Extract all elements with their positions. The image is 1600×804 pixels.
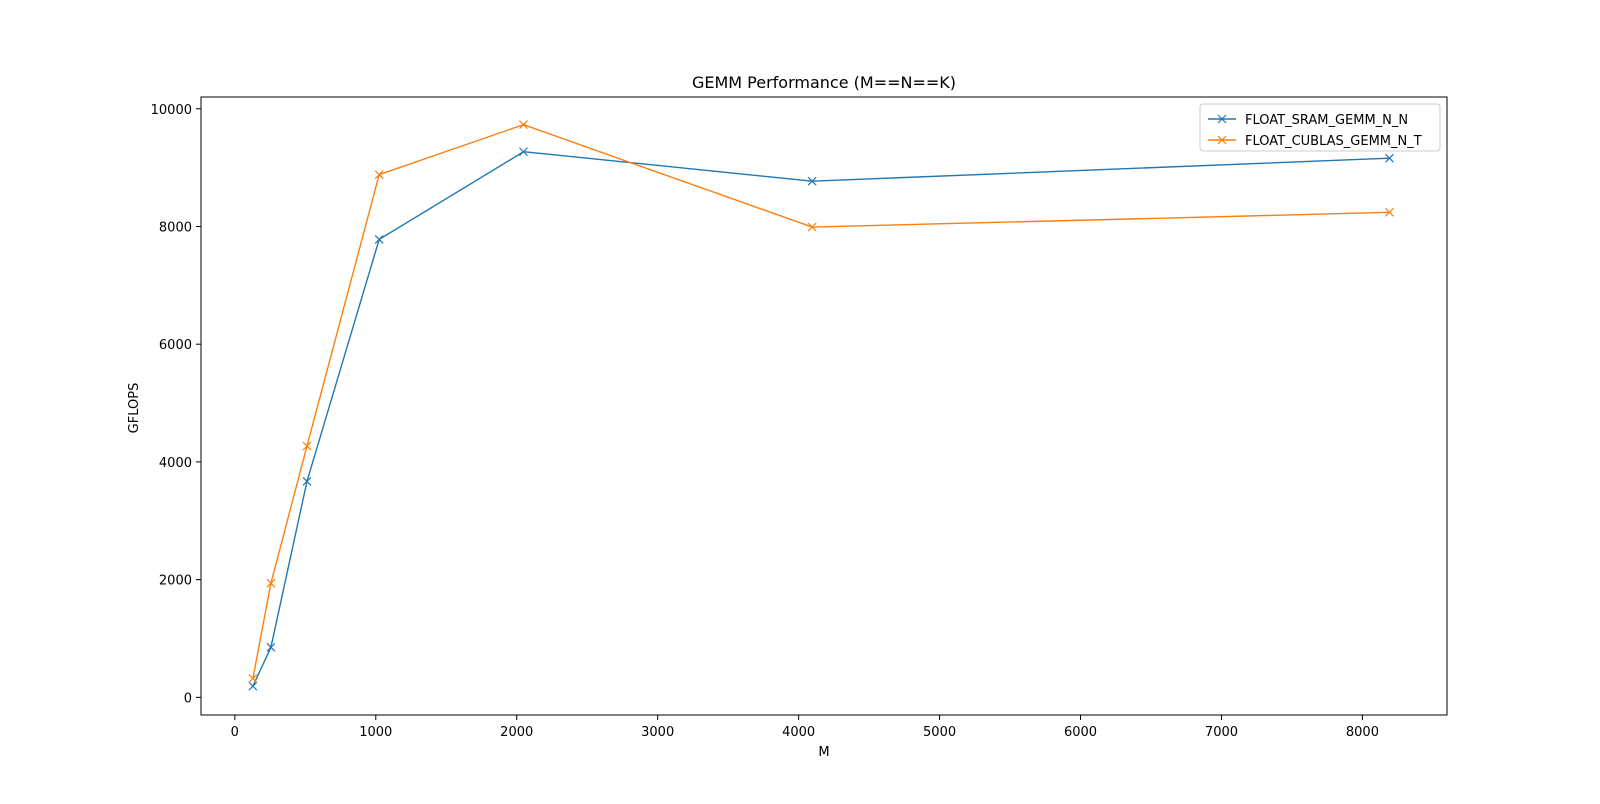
series-line-2	[252, 123, 1390, 679]
data-point-series-2	[374, 170, 384, 180]
data-point-series-1	[266, 642, 276, 652]
data-point-series-2	[519, 120, 528, 130]
y-tick-label: 4000	[159, 456, 192, 471]
data-point-series-1	[1385, 153, 1394, 163]
axes-frame	[200, 96, 1448, 716]
x-tick-label: 1000	[359, 725, 392, 740]
legend-item-2: FLOAT_CUBLAS_GEMM_N_T	[1208, 134, 1422, 149]
y-tick-label: 10000	[151, 103, 192, 118]
x-tick-label: 3000	[641, 725, 674, 740]
x-tick-label: 0	[231, 725, 239, 740]
x-tick-label: 8000	[1346, 725, 1379, 740]
legend-box	[1199, 103, 1441, 152]
data-point-series-1	[519, 147, 528, 157]
x-tick-label: 6000	[1064, 725, 1097, 740]
data-point-series-1	[302, 476, 312, 486]
chart-title: GEMM Performance (M==N==K)	[692, 73, 956, 92]
data-point-series-1	[248, 681, 258, 691]
y-tick-label: 8000	[159, 220, 192, 235]
y-tick-label: 2000	[159, 574, 192, 589]
y-axis-label: GFLOPS	[127, 383, 142, 434]
data-point-series-2	[266, 578, 276, 588]
data-point-series-1	[807, 176, 817, 186]
x-axis-label: M	[818, 745, 829, 760]
data-point-series-2	[302, 441, 312, 451]
data-point-series-2	[807, 222, 817, 232]
data-point-series-2	[248, 674, 258, 683]
x-tick-label: 7000	[1205, 725, 1238, 740]
data-point-series-1	[374, 235, 384, 244]
x-tick-label: 2000	[500, 725, 533, 740]
legend-label: FLOAT_CUBLAS_GEMM_N_T	[1245, 134, 1422, 149]
y-tick-label: 6000	[159, 338, 192, 353]
data-point-series-2	[1385, 207, 1394, 217]
legend: FLOAT_SRAM_GEMM_N_N FLOAT_CUBLAS_GEMM_N_T	[1199, 103, 1441, 152]
plot-area: 0 1000 2000 3000 4000 5000 6000 7000 8000 0 2000 40…	[151, 96, 1448, 740]
legend-item-1: FLOAT_SRAM_GEMM_N_N	[1208, 113, 1408, 128]
series-line-1	[252, 151, 1390, 687]
x-tick-label: 4000	[782, 725, 815, 740]
x-tick-label: 5000	[923, 725, 956, 740]
y-tick-label: 0	[184, 691, 192, 706]
legend-label: FLOAT_SRAM_GEMM_N_N	[1245, 113, 1408, 128]
